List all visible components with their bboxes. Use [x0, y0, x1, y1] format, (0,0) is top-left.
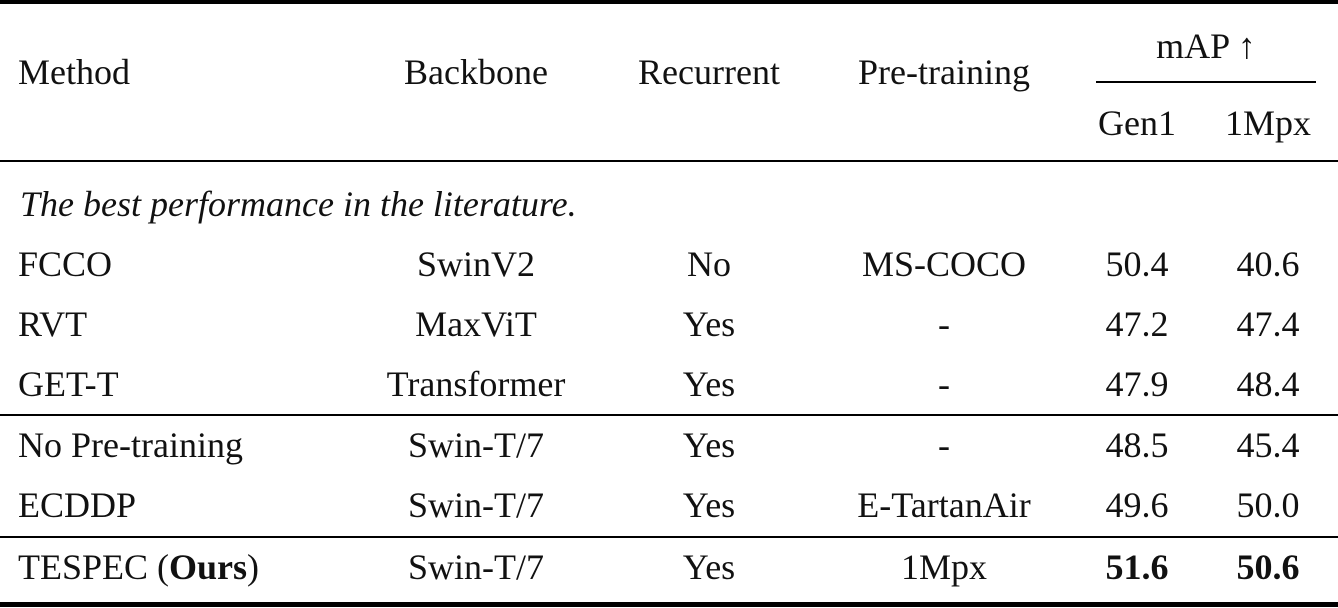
row-pretraining: E-TartanAir [857, 485, 1031, 525]
header-pretraining: Pre-training [858, 52, 1030, 92]
header-gen1: Gen1 [1098, 103, 1176, 143]
row-gen1: 50.4 [1105, 244, 1169, 284]
group-rule [0, 536, 1338, 538]
row-recurrent: Yes [682, 304, 736, 344]
section-label: The best performance in the literature. [20, 184, 577, 224]
ours-method-prefix: TESPEC ( [18, 547, 170, 587]
row-backbone: MaxViT [415, 304, 537, 344]
row-pretraining: - [938, 425, 950, 465]
row-gen1: 49.6 [1105, 485, 1169, 525]
row-backbone: Swin-T/7 [407, 485, 545, 525]
row-recurrent: Yes [682, 485, 736, 525]
row-pretraining: - [938, 364, 950, 404]
map-column-rule [1096, 81, 1316, 83]
row-gen1: 48.5 [1105, 425, 1169, 465]
ours-recurrent: Yes [682, 547, 736, 587]
top-rule [0, 0, 1338, 4]
row-1mpx: 50.0 [1236, 485, 1300, 525]
header-backbone: Backbone [404, 52, 548, 92]
row-recurrent: Yes [682, 364, 736, 404]
row-backbone: SwinV2 [416, 244, 536, 284]
row-method: GET-T [18, 364, 119, 404]
row-1mpx: 45.4 [1236, 425, 1300, 465]
row-backbone: Swin-T/7 [407, 425, 545, 465]
header-map: mAP ↑ [1156, 26, 1256, 66]
header-rule [0, 160, 1338, 162]
ours-gen1: 51.6 [1105, 547, 1169, 587]
header-1mpx: 1Mpx [1224, 103, 1312, 143]
ours-method: TESPEC (Ours) [18, 545, 259, 589]
header-method: Method [18, 52, 130, 92]
row-recurrent: No [687, 244, 731, 284]
row-backbone: Transformer [386, 364, 566, 404]
row-gen1: 47.9 [1105, 364, 1169, 404]
ours-pretraining: 1Mpx [900, 547, 988, 587]
row-method: FCCO [18, 244, 113, 284]
ours-1mpx: 50.6 [1236, 547, 1300, 587]
ours-method-bold: Ours [169, 547, 248, 587]
bottom-rule [0, 602, 1338, 607]
row-pretraining: - [938, 304, 950, 344]
row-method: ECDDP [18, 485, 137, 525]
row-method: RVT [18, 304, 88, 344]
row-pretraining: MS-COCO [861, 244, 1027, 284]
row-1mpx: 40.6 [1236, 244, 1300, 284]
ours-method-suffix: ) [247, 547, 260, 587]
ours-backbone: Swin-T/7 [407, 547, 545, 587]
row-recurrent: Yes [682, 425, 736, 465]
row-1mpx: 48.4 [1236, 364, 1300, 404]
row-gen1: 47.2 [1105, 304, 1169, 344]
row-1mpx: 47.4 [1236, 304, 1300, 344]
header-recurrent: Recurrent [638, 52, 780, 92]
row-method: No Pre-training [18, 425, 243, 465]
group-rule [0, 414, 1338, 416]
